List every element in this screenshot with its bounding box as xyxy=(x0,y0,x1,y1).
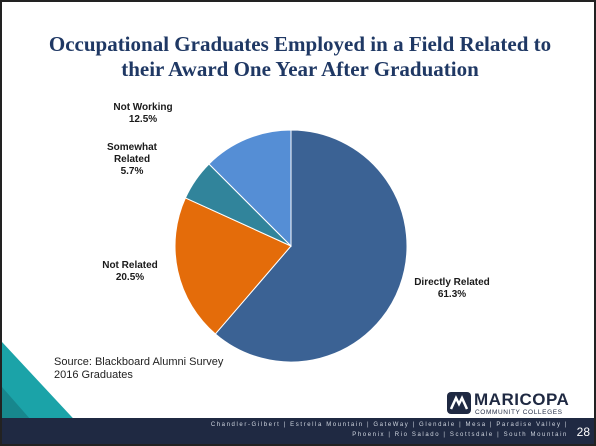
pie-slice xyxy=(174,197,292,335)
value-label: 61.3% xyxy=(437,289,467,300)
category: Somewhat Related xyxy=(106,142,157,165)
value-label: 5.7% xyxy=(120,166,144,177)
logo-name: MARICOPA xyxy=(474,390,570,409)
campuses: Chandler-Gilbert | Estrella Mountain | G… xyxy=(210,422,568,428)
source: Source: Blackboard Alumni Survey 2016 Gr… xyxy=(54,356,223,382)
logo-icon xyxy=(447,392,471,414)
page-number: 28 xyxy=(576,425,590,439)
slice-label: Not Related 20.5% xyxy=(85,260,175,284)
pie xyxy=(174,129,408,363)
source-line: Source: Blackboard Alumni Survey xyxy=(54,356,224,368)
source-line: 2016 Graduates xyxy=(54,369,133,381)
category: Directly Related xyxy=(414,277,490,288)
slice-label: Not Working 12.5% xyxy=(98,102,188,126)
title: Occupational Graduates Employed in a Fie… xyxy=(48,32,552,81)
logo-sub: COMMUNITY COLLEGES xyxy=(475,409,563,416)
pie-slice xyxy=(208,129,292,248)
pie-slice xyxy=(214,129,408,363)
category: Not Working xyxy=(113,102,173,113)
slice-label: Somewhat Related 5.7% xyxy=(102,142,162,178)
slice-label: Directly Related 61.3% xyxy=(407,277,497,301)
value-label: 20.5% xyxy=(115,272,145,283)
footer: Chandler-Gilbert | Estrella Mountain | G… xyxy=(2,418,594,444)
campuses: Phoenix | Rio Salado | Scottsdale | Sout… xyxy=(352,432,568,438)
value-label: 12.5% xyxy=(128,114,158,125)
category: Not Related xyxy=(102,260,158,271)
